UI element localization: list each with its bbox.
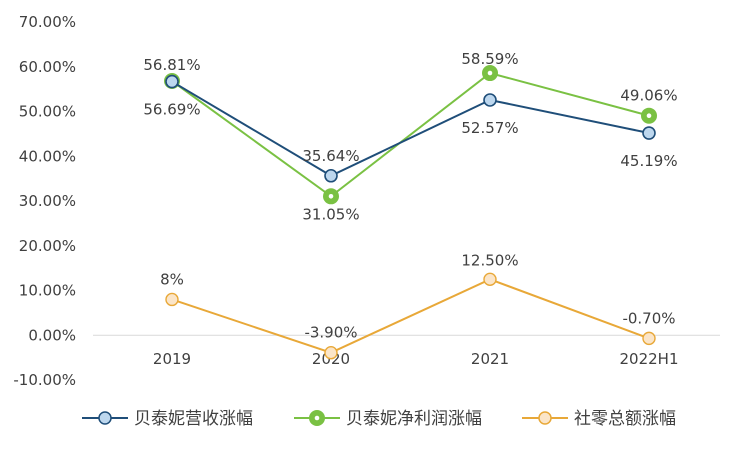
series-line bbox=[171, 80, 650, 177]
series-1 bbox=[164, 65, 657, 205]
data-label: 56.69% bbox=[143, 101, 200, 119]
legend-marker-center bbox=[314, 415, 320, 421]
y-tick-label: 0.00% bbox=[28, 326, 76, 344]
y-tick-label: 30.00% bbox=[19, 192, 76, 210]
legend-item: 社零总额涨幅 bbox=[522, 409, 676, 429]
y-tick-label: 60.00% bbox=[19, 58, 76, 76]
data-label: 58.59% bbox=[461, 50, 518, 68]
data-label: 49.06% bbox=[620, 87, 677, 105]
series-2 bbox=[165, 272, 656, 360]
data-point-center bbox=[328, 194, 334, 199]
y-tick-label: -10.00% bbox=[13, 371, 76, 389]
legend-item: 贝泰妮营收涨幅 bbox=[82, 409, 253, 429]
series-line bbox=[171, 71, 650, 198]
series-layer bbox=[164, 65, 657, 360]
data-point-center bbox=[487, 70, 493, 76]
data-label: 12.50% bbox=[461, 251, 518, 269]
y-tick-label: 20.00% bbox=[19, 237, 76, 255]
data-point bbox=[483, 93, 497, 107]
data-label: -3.90% bbox=[304, 324, 357, 342]
data-label: 52.57% bbox=[461, 119, 518, 137]
y-tick-label: 50.00% bbox=[19, 103, 76, 121]
legend-item: 贝泰妮净利润涨幅 bbox=[294, 409, 482, 429]
data-point bbox=[642, 331, 656, 346]
series-line bbox=[171, 278, 650, 354]
legend-label: 贝泰妮营收涨幅 bbox=[134, 409, 253, 429]
y-tick-label: 40.00% bbox=[19, 147, 76, 165]
x-tick-label: 2021 bbox=[471, 350, 509, 368]
data-label: 8% bbox=[160, 270, 184, 288]
legend-marker bbox=[538, 411, 552, 425]
data-point bbox=[165, 292, 179, 307]
data-label: 45.19% bbox=[620, 152, 677, 170]
data-label: 31.05% bbox=[302, 205, 359, 223]
data-point bbox=[324, 346, 338, 360]
x-axis-ticks: 2019202020212022H1 bbox=[153, 350, 679, 368]
y-axis-ticks: -10.00% 0.00% 10.00% 20.00% 30.00% 40.00% 50.0… bbox=[13, 13, 76, 389]
data-point bbox=[642, 126, 656, 140]
data-point bbox=[165, 74, 179, 89]
y-tick-label: 70.00% bbox=[19, 13, 76, 31]
data-point-center bbox=[646, 113, 652, 119]
y-tick-label: 10.00% bbox=[19, 282, 76, 300]
legend-label: 社零总额涨幅 bbox=[574, 409, 676, 429]
legend: 贝泰妮营收涨幅 贝泰妮净利润涨幅 社零总额涨幅 bbox=[82, 409, 676, 429]
legend-marker bbox=[98, 411, 112, 425]
x-tick-label: 2022H1 bbox=[620, 350, 679, 368]
data-point bbox=[324, 168, 338, 183]
data-label: -0.70% bbox=[622, 309, 675, 327]
legend-label: 贝泰妮净利润涨幅 bbox=[346, 409, 482, 429]
data-point bbox=[483, 272, 497, 287]
series-0 bbox=[165, 74, 656, 183]
data-label: 35.64% bbox=[302, 147, 359, 165]
data-label: 56.81% bbox=[143, 56, 200, 74]
x-tick-label: 2019 bbox=[153, 350, 191, 368]
data-labels-layer: 56.69% 35.64% 52.57% 45.19% 56.81% 31.05% 58.5… bbox=[143, 50, 677, 342]
